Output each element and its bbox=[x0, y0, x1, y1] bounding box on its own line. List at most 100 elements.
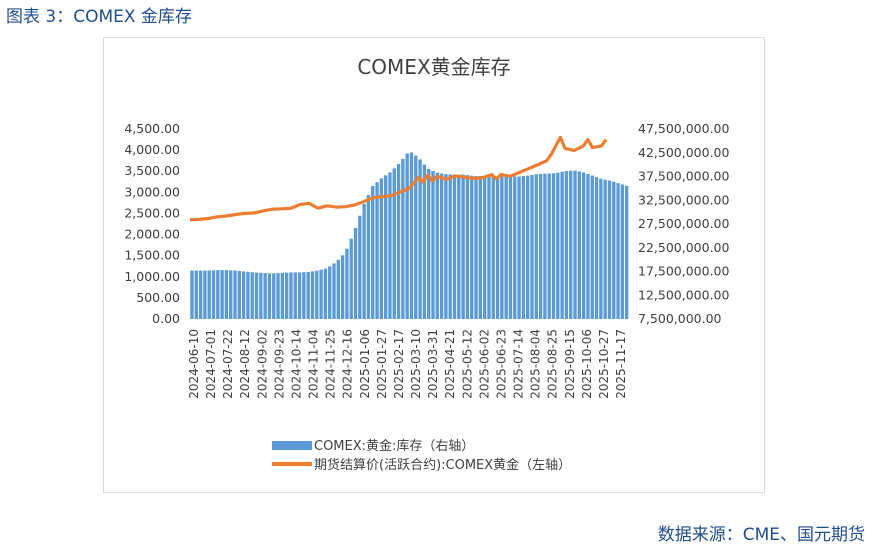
figure-caption: 图表 3：COMEX 金库存 bbox=[6, 7, 192, 27]
x-tick-label: 2024-11-04 bbox=[307, 329, 321, 399]
right-tick-label: 22,500,000.00 bbox=[638, 240, 729, 255]
inventory-bar bbox=[487, 176, 491, 319]
inventory-bar bbox=[461, 174, 465, 319]
inventory-bar bbox=[241, 271, 246, 319]
inventory-bar bbox=[306, 272, 310, 319]
right-tick-label: 37,500,000.00 bbox=[638, 169, 729, 184]
inventory-bar bbox=[573, 170, 577, 319]
price-series-line bbox=[189, 135, 608, 222]
inventory-bar bbox=[470, 175, 474, 319]
x-tick-label: 2024-08-12 bbox=[238, 329, 252, 399]
inventory-bar bbox=[388, 172, 392, 319]
inventory-bar bbox=[211, 270, 216, 319]
x-tick-label: 2025-09-15 bbox=[563, 329, 577, 399]
chart-svg: COMEX黄金库存 0.00 500.00 1,000.00 1,500.00 2,00… bbox=[124, 55, 729, 473]
inventory-bar bbox=[272, 273, 276, 319]
x-tick-label: 2025-05-12 bbox=[460, 329, 474, 399]
inventory-bar bbox=[551, 173, 556, 319]
inventory-bar bbox=[439, 173, 444, 319]
inventory-bar bbox=[431, 170, 435, 319]
inventory-bar bbox=[478, 176, 483, 319]
x-tick-label: 2025-03-31 bbox=[426, 329, 440, 399]
left-tick-label: 3,500.00 bbox=[124, 163, 180, 178]
inventory-bar bbox=[315, 270, 319, 319]
inventory-bar bbox=[414, 155, 418, 319]
inventory-bar bbox=[607, 180, 612, 319]
x-tick-label: 2025-11-17 bbox=[614, 329, 628, 399]
inventory-bar bbox=[457, 174, 461, 319]
inventory-bar bbox=[547, 173, 551, 319]
inventory-bar bbox=[444, 174, 448, 320]
x-tick-label: 2025-04-21 bbox=[443, 329, 457, 399]
inventory-bar bbox=[280, 272, 285, 319]
x-tick-label: 2025-07-14 bbox=[512, 329, 526, 399]
inventory-bar bbox=[620, 184, 625, 319]
x-tick-label: 2024-06-10 bbox=[187, 329, 201, 399]
inventory-bar bbox=[491, 176, 495, 319]
inventory-bar bbox=[276, 273, 280, 319]
inventory-bar bbox=[556, 172, 560, 319]
inventory-bar bbox=[401, 158, 405, 319]
inventory-bar bbox=[465, 175, 470, 319]
left-tick-label: 2,000.00 bbox=[124, 227, 180, 242]
inventory-bar bbox=[332, 263, 336, 319]
legend: COMEX:黄金:库存（右轴） 期货结算价(活跃合约):COMEX黄金（左轴） bbox=[272, 438, 571, 473]
inventory-bar bbox=[190, 270, 194, 319]
left-tick-label: 4,000.00 bbox=[124, 142, 180, 157]
inventory-bar bbox=[254, 272, 259, 319]
inventory-bar bbox=[422, 164, 427, 319]
inventory-bar bbox=[340, 255, 345, 319]
right-axis: 7,500,000.00 12,500,000.00 17,500,000.00 22… bbox=[638, 121, 729, 326]
left-tick-label: 1,500.00 bbox=[124, 248, 180, 263]
inventory-bar bbox=[538, 173, 543, 319]
x-tick-label: 2024-10-14 bbox=[289, 329, 303, 399]
inventory-bar bbox=[246, 271, 250, 319]
inventory-bar bbox=[224, 270, 229, 319]
inventory-bar bbox=[504, 176, 508, 319]
inventory-bar bbox=[284, 272, 289, 319]
inventory-bar bbox=[534, 174, 538, 319]
right-tick-label: 7,500,000.00 bbox=[638, 311, 722, 326]
inventory-bar bbox=[452, 174, 457, 319]
chart-panel: COMEX黄金库存 0.00 500.00 1,000.00 1,500.00 2,00… bbox=[103, 37, 765, 493]
inventory-bar bbox=[513, 176, 517, 319]
inventory-bar bbox=[366, 194, 371, 319]
inventory-bar bbox=[409, 152, 414, 319]
inventory-bar bbox=[259, 272, 263, 319]
inventory-bar bbox=[577, 171, 582, 319]
inventory-bar bbox=[448, 174, 452, 319]
inventory-bar bbox=[616, 183, 620, 319]
inventory-bar bbox=[603, 179, 607, 319]
x-axis: 2024-06-10 2024-07-01 2024-07-22 2024-08-12… bbox=[187, 329, 628, 399]
inventory-bar bbox=[569, 170, 573, 319]
inventory-bar bbox=[517, 176, 521, 319]
x-tick-label: 2024-09-23 bbox=[272, 329, 286, 399]
inventory-bar bbox=[383, 175, 388, 319]
inventory-bar bbox=[612, 181, 616, 319]
inventory-bar bbox=[263, 273, 267, 319]
inventory-bar bbox=[581, 172, 586, 319]
x-tick-label: 2024-12-16 bbox=[341, 329, 355, 399]
x-tick-label: 2024-09-02 bbox=[255, 329, 269, 399]
inventory-bar bbox=[530, 174, 534, 319]
inventory-bar bbox=[207, 270, 211, 319]
data-source: 数据来源：CME、国元期货 bbox=[657, 525, 865, 545]
left-tick-label: 0.00 bbox=[152, 311, 180, 326]
inventory-bar bbox=[508, 176, 513, 319]
inventory-bar bbox=[220, 270, 224, 319]
inventory-bar bbox=[328, 266, 332, 319]
x-tick-label: 2025-08-25 bbox=[546, 329, 560, 399]
inventory-bar bbox=[216, 270, 220, 319]
inventory-bar bbox=[405, 153, 409, 319]
inventory-bar bbox=[319, 269, 323, 319]
inventory-bar bbox=[229, 270, 233, 319]
inventory-bar bbox=[560, 171, 564, 319]
inventory-bar bbox=[495, 176, 500, 319]
inventory-bar bbox=[358, 215, 362, 319]
right-tick-label: 27,500,000.00 bbox=[638, 216, 729, 231]
inventory-bar bbox=[379, 178, 384, 319]
x-tick-label: 2024-07-22 bbox=[221, 329, 235, 399]
inventory-bar bbox=[371, 186, 375, 319]
x-tick-label: 2025-01-06 bbox=[358, 329, 372, 399]
right-tick-label: 17,500,000.00 bbox=[638, 264, 729, 279]
